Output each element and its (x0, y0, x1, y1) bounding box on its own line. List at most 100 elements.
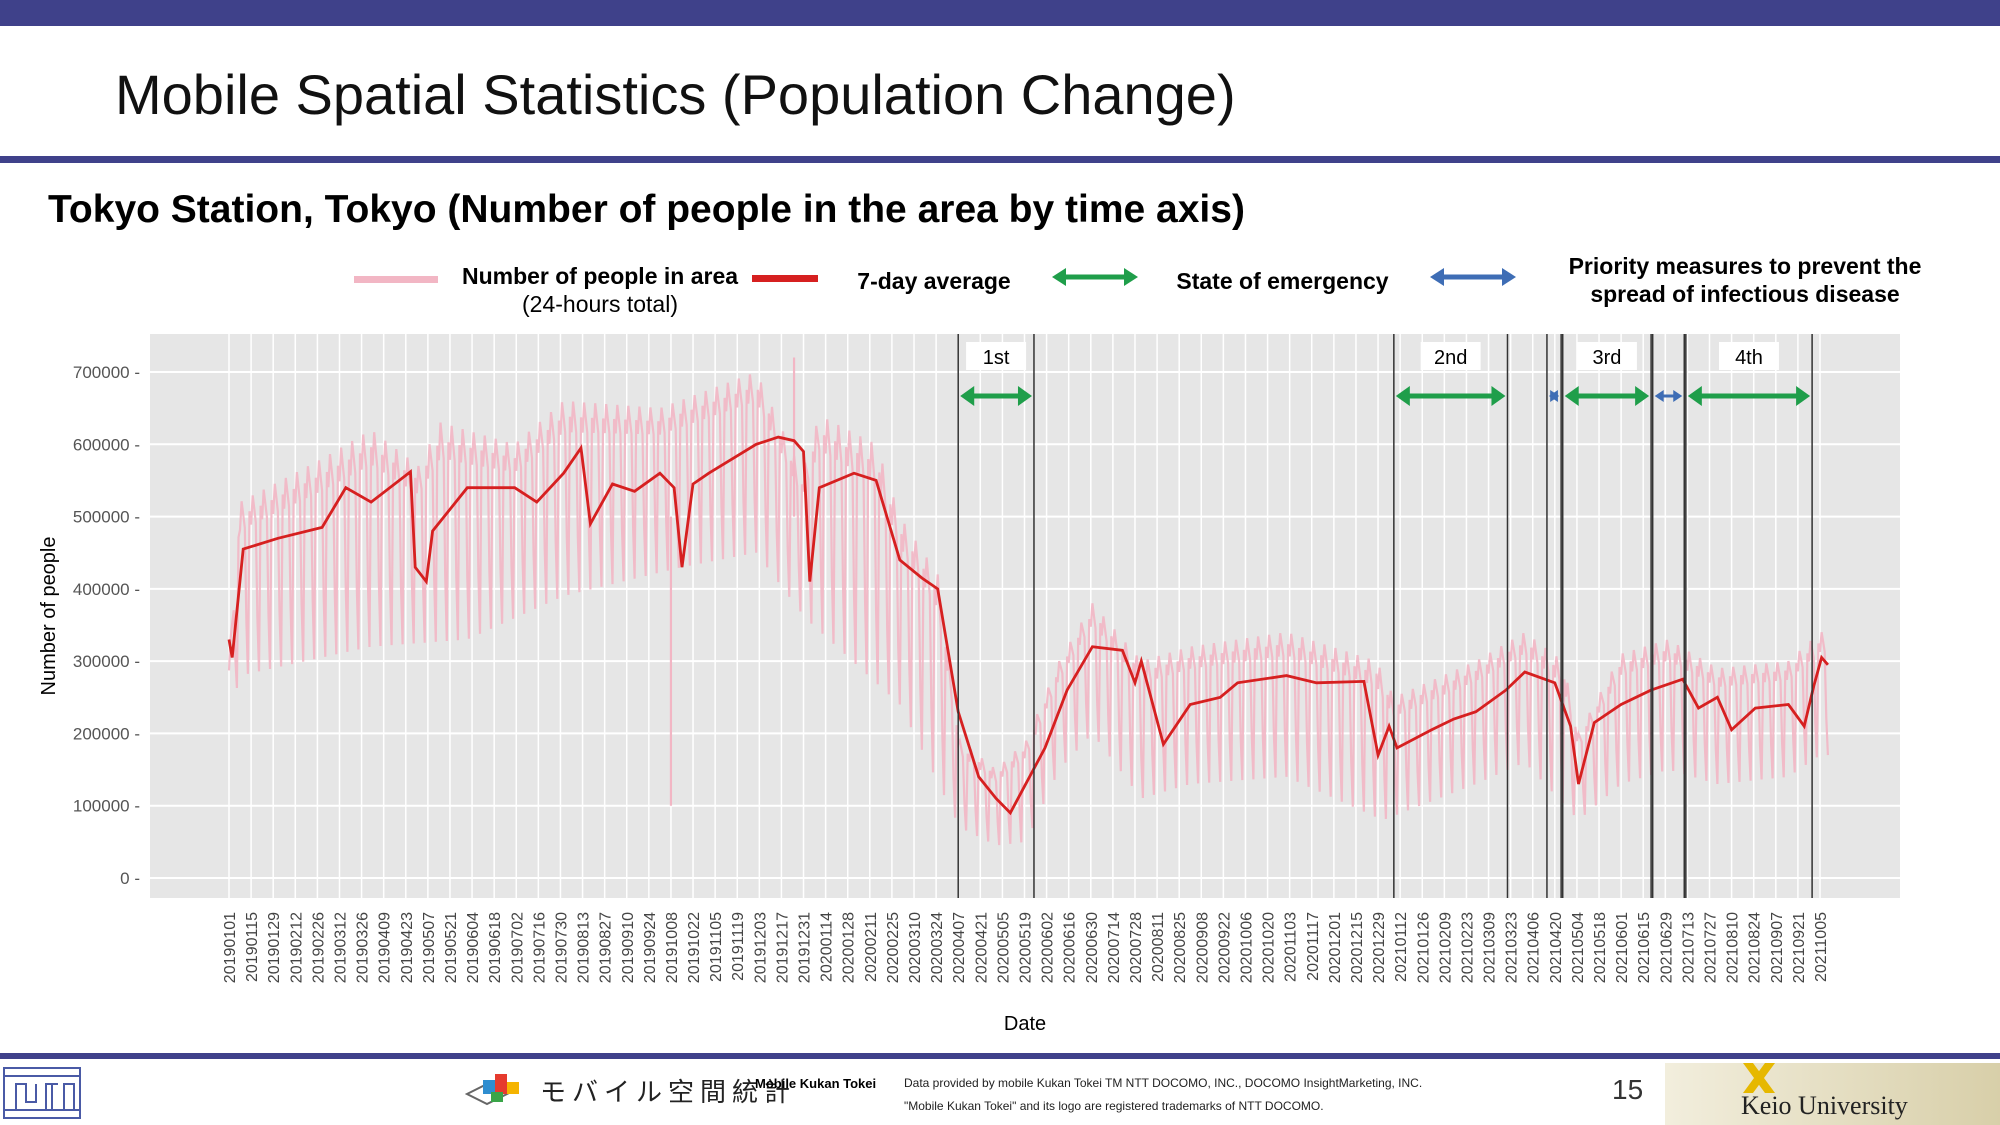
period-arrow-head (1687, 386, 1702, 406)
period-label-box (1718, 342, 1779, 370)
y-tick-label: 0 - (120, 869, 140, 888)
x-tick-label: 20201020 (1261, 912, 1278, 983)
y-tick-label: 700000 - (73, 363, 140, 382)
x-tick-label: 20200211 (863, 912, 880, 982)
x-tick-label: 20200421 (973, 912, 990, 983)
x-tick-label: 20190212 (288, 912, 305, 983)
x-tick-label: 20200714 (1106, 912, 1123, 983)
period-arrow-head (1654, 390, 1664, 402)
legend-priority-label-1: Priority measures to prevent the (1568, 253, 1922, 279)
x-tick-label: 20191105 (708, 912, 725, 982)
y-tick-label: 100000 - (73, 797, 140, 816)
x-tick-label: 20210518 (1592, 912, 1609, 983)
period-label-box (1420, 342, 1481, 370)
legend-priority-arrow (1430, 268, 1516, 286)
x-tick-label: 20190409 (377, 912, 394, 983)
legend-daily-swatch (354, 276, 438, 283)
institute-logo-icon (3, 1067, 81, 1119)
period-arrow-head (960, 386, 975, 406)
x-tick-label: 20191203 (752, 912, 769, 983)
x-tick-label: 20210629 (1658, 912, 1675, 983)
footer-divider (0, 1053, 2000, 1059)
period-label-box (966, 342, 1027, 370)
x-tick-label: 20210112 (1393, 912, 1410, 982)
y-tick-label: 300000 - (73, 652, 140, 671)
legend-daily-sublabel: (24-hours total) (522, 291, 678, 317)
x-tick-label: 20210223 (1459, 912, 1476, 983)
period-label: 2nd (1434, 347, 1467, 369)
x-tick-label: 20190129 (266, 912, 283, 983)
x-tick-label: 20210907 (1769, 912, 1786, 983)
x-tick-label: 20200225 (885, 912, 902, 983)
keio-pen-logo-icon (1743, 1063, 1775, 1093)
x-tick-label: 20210727 (1703, 912, 1720, 983)
legend-emergency-label: State of emergency (1176, 268, 1389, 294)
x-tick-label: 20191217 (774, 912, 791, 983)
x-tick-label: 20191008 (664, 912, 681, 983)
x-tick-label: 20200630 (1084, 912, 1101, 983)
x-tick-label: 20191231 (797, 912, 814, 983)
x-tick-label: 20200128 (841, 912, 858, 983)
legend-priority-label-2: spread of infectious disease (1590, 281, 1900, 307)
x-tick-label: 20210420 (1548, 912, 1565, 983)
x-tick-label: 20190910 (620, 912, 637, 983)
x-tick-label: 20190326 (355, 912, 372, 983)
period-label-box (1576, 342, 1637, 370)
x-tick-label: 20201229 (1371, 912, 1388, 983)
x-tick-label: 20190813 (576, 912, 593, 983)
x-tick-label: 20190226 (310, 912, 327, 983)
mobile-kukan-tokei-logo-icon (465, 1074, 519, 1106)
page-title: Mobile Spatial Statistics (Population Ch… (115, 63, 1236, 126)
x-tick-label: 20211005 (1813, 912, 1830, 982)
x-tick-label: 20210615 (1636, 912, 1653, 983)
legend-avg-swatch (752, 275, 818, 282)
period-label: 4th (1735, 347, 1763, 369)
data-credit-line-2: "Mobile Kukan Tokei" and its logo are re… (904, 1099, 1324, 1113)
legend-emergency-arrow (1052, 268, 1138, 286)
x-tick-label: 20190730 (553, 912, 570, 983)
x-tick-label: 20201103 (1283, 912, 1300, 982)
y-axis-label: Number of people (38, 537, 60, 696)
page-number: 15 (1612, 1074, 1644, 1105)
population-chart: 0 - 100000 - 200000 - 300000 - 400000 - 50000… (38, 334, 1900, 1035)
y-tick-label: 200000 - (73, 724, 140, 743)
x-tick-label: 20191022 (686, 912, 703, 983)
x-tick-label: 20210504 (1570, 912, 1587, 983)
period-label: 1st (983, 347, 1010, 369)
x-tick-label: 20201215 (1349, 912, 1366, 983)
period-arrow-head (1564, 386, 1579, 406)
x-tick-label: 20201201 (1327, 912, 1344, 983)
seven-day-average-line (227, 435, 1829, 816)
period-arrow-head (1017, 386, 1032, 406)
x-tick-label: 20201006 (1238, 912, 1255, 983)
x-tick-label: 20190604 (465, 912, 482, 983)
period-arrow-head (1395, 386, 1410, 406)
x-tick-label: 20200811 (1150, 912, 1167, 982)
period-label: 3rd (1592, 347, 1621, 369)
y-tick-label: 400000 - (73, 580, 140, 599)
x-tick-label: 20200728 (1128, 912, 1145, 983)
title-divider (0, 156, 2000, 163)
y-tick-label: 600000 - (73, 435, 140, 454)
x-tick-label: 20190312 (332, 912, 349, 983)
x-tick-label: 20200310 (907, 912, 924, 983)
period-arrow-head (1796, 386, 1811, 406)
y-tick-label: 500000 - (73, 508, 140, 527)
x-tick-label: 20210323 (1504, 912, 1521, 983)
x-tick-label: 20210309 (1482, 912, 1499, 983)
x-tick-label: 20190924 (642, 912, 659, 983)
x-tick-label: 20190423 (399, 912, 416, 983)
x-tick-label: 20210810 (1725, 912, 1742, 983)
data-credit-line-1: Data provided by mobile Kukan Tokei TM N… (904, 1076, 1423, 1090)
period-arrow-head (1635, 386, 1650, 406)
x-tick-label: 20200324 (929, 912, 946, 983)
x-tick-label: 20210824 (1747, 912, 1764, 983)
x-tick-label: 20190618 (487, 912, 504, 983)
x-tick-label: 20210921 (1791, 912, 1808, 983)
x-tick-label: 20190716 (531, 912, 548, 983)
x-tick-label: 20200602 (1040, 912, 1057, 983)
x-tick-label: 20210601 (1614, 912, 1631, 983)
top-bar (0, 0, 2000, 26)
period-arrow-head (1673, 390, 1683, 402)
x-tick-label: 20200825 (1172, 912, 1189, 983)
